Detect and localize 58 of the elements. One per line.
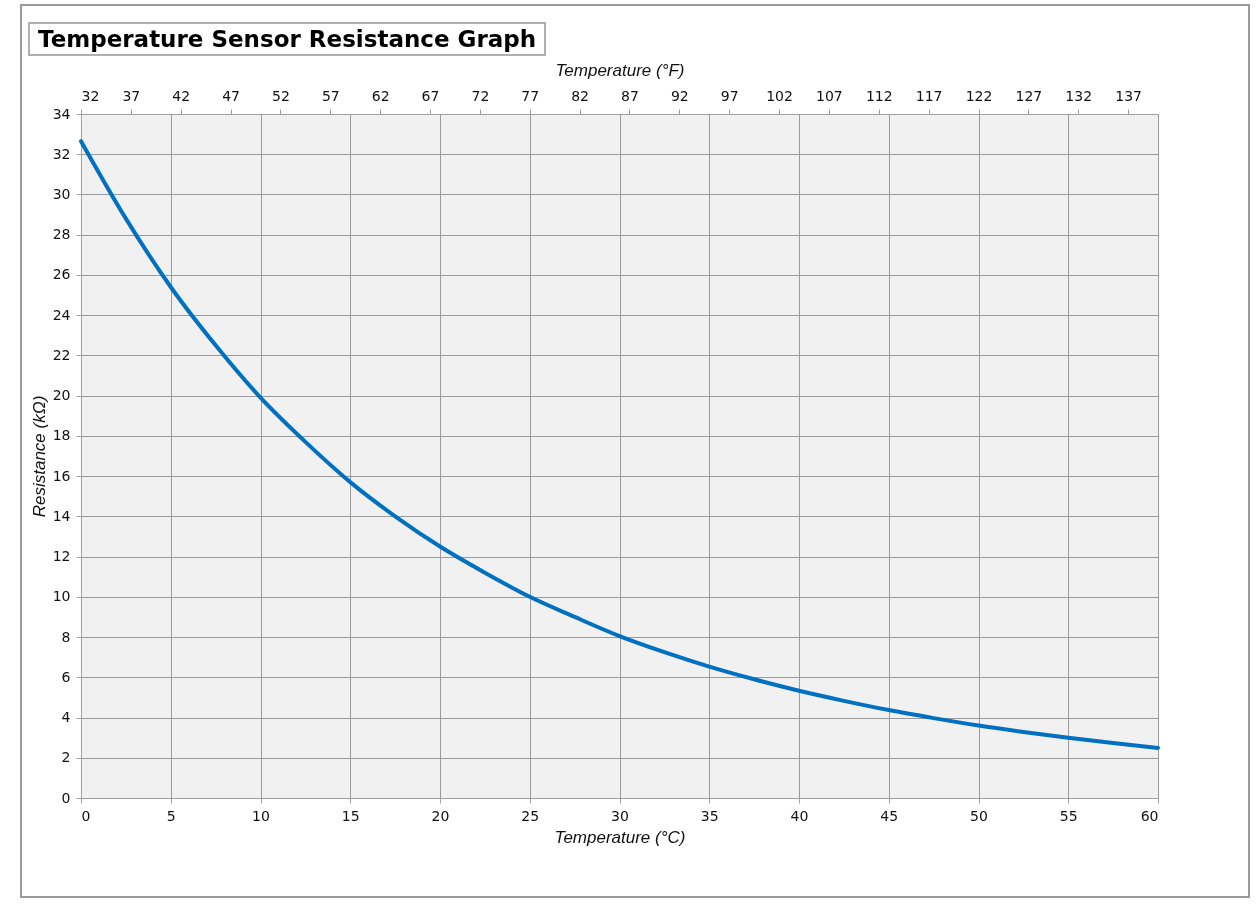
y-tick-label: 6 bbox=[61, 668, 71, 685]
x2-tick-label: 87 bbox=[621, 87, 639, 104]
x2-tick-label: 32 bbox=[81, 87, 100, 104]
x2-tick-label: 47 bbox=[222, 87, 240, 104]
y-tick-label: 0 bbox=[61, 789, 71, 806]
x2-tick-label: 72 bbox=[471, 87, 490, 104]
x-tick-label: 50 bbox=[970, 807, 988, 824]
y-tick-label: 20 bbox=[52, 387, 71, 404]
y-tick-label: 22 bbox=[52, 346, 71, 363]
x2-tick-label: 127 bbox=[1015, 87, 1043, 104]
x2-tick-label: 42 bbox=[172, 87, 191, 104]
x2-tick-label: 67 bbox=[421, 87, 440, 104]
y-tick-label: 10 bbox=[52, 588, 71, 605]
y-tick-label: 34 bbox=[52, 105, 71, 122]
x2-tick-label: 82 bbox=[571, 87, 590, 104]
line-series bbox=[79, 139, 1160, 750]
y-tick-label: 2 bbox=[61, 749, 71, 766]
y-tick-label: 8 bbox=[61, 628, 71, 645]
x2-tick-label: 77 bbox=[521, 87, 540, 104]
x-tick-label: 45 bbox=[880, 807, 899, 824]
x-tick-label: 10 bbox=[252, 807, 270, 824]
x2-tick-label: 92 bbox=[670, 87, 689, 104]
x2-tick-label: 112 bbox=[865, 87, 893, 104]
y-tick-label: 14 bbox=[52, 507, 71, 524]
x-tick-label: 5 bbox=[166, 807, 176, 824]
x2-tick-label: 117 bbox=[915, 87, 943, 104]
x-tick-label: 15 bbox=[341, 807, 360, 824]
y-tick-label: 30 bbox=[52, 185, 71, 202]
y-tick-label: 26 bbox=[52, 266, 71, 283]
x2-axis-title: Temperature (°F) bbox=[555, 60, 685, 80]
x-tick-label: 0 bbox=[81, 807, 91, 824]
x2-tick-label: 57 bbox=[321, 87, 340, 104]
y-axis-title: Resistance (kΩ) bbox=[29, 395, 49, 518]
y-tick-label: 32 bbox=[52, 145, 71, 162]
x2-tick-label: 122 bbox=[965, 87, 993, 104]
x2-tick-label: 62 bbox=[371, 87, 390, 104]
x-tick-label: 55 bbox=[1059, 807, 1078, 824]
x2-tick-label: 132 bbox=[1065, 87, 1093, 104]
x2-tick-label: 137 bbox=[1115, 87, 1142, 104]
y-tick-label: 28 bbox=[52, 226, 71, 243]
x2-tick-label: 37 bbox=[122, 87, 141, 104]
x2-tick-label: 97 bbox=[720, 87, 739, 104]
x-axis-title: Temperature (°C) bbox=[554, 827, 686, 847]
x2-tick-label: 102 bbox=[766, 87, 793, 104]
x-tick-label: 35 bbox=[700, 807, 719, 824]
x-tick-label: 60 bbox=[1140, 807, 1159, 824]
x-tick-label: 20 bbox=[431, 807, 450, 824]
y-tick-label: 16 bbox=[52, 467, 71, 484]
x-tick-label: 30 bbox=[611, 807, 629, 824]
x2-tick-label: 52 bbox=[272, 87, 290, 104]
x-tick-label: 40 bbox=[790, 807, 809, 824]
y-tick-label: 18 bbox=[52, 427, 71, 444]
y-tick-label: 12 bbox=[52, 548, 71, 565]
chart-title: Temperature Sensor Resistance Graph bbox=[28, 22, 547, 56]
y-tick-label: 24 bbox=[52, 306, 71, 323]
x-tick-label: 25 bbox=[521, 807, 540, 824]
x2-tick-label: 107 bbox=[816, 87, 843, 104]
y-tick-label: 4 bbox=[61, 709, 71, 726]
